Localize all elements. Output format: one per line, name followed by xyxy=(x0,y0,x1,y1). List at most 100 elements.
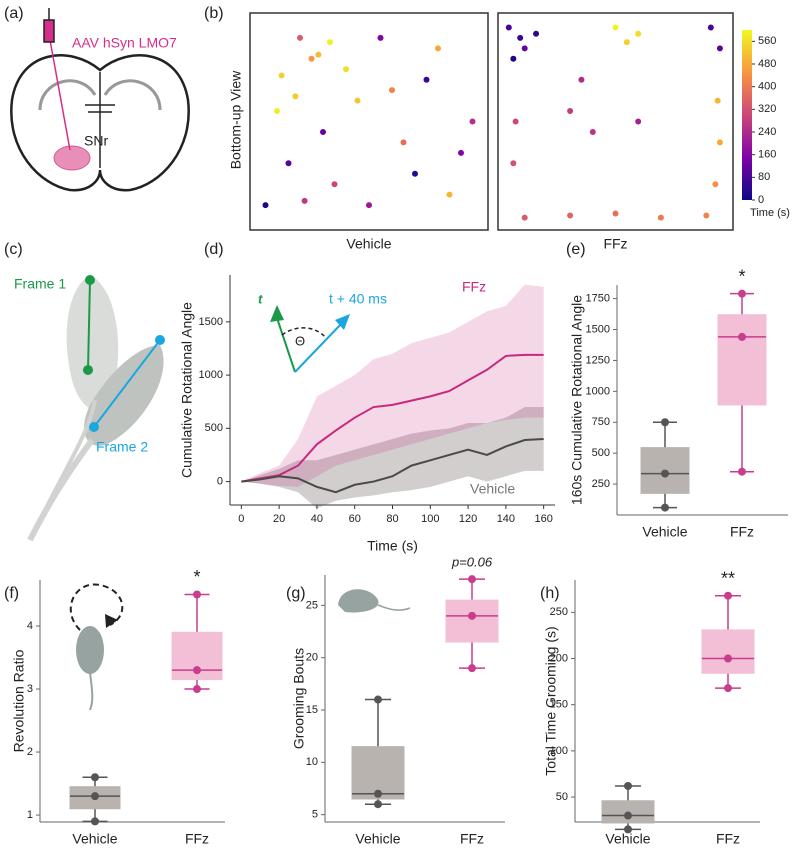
x-tick-label: 20 xyxy=(273,513,285,525)
trajectory-point xyxy=(366,202,372,209)
trajectory-point xyxy=(435,45,441,52)
y-axis-label: Grooming Bouts xyxy=(291,648,307,749)
mouse-icon xyxy=(338,589,411,613)
colorbar-tick-label: 320 xyxy=(758,103,776,115)
y-tick-label: 100 xyxy=(550,745,568,757)
x-tick-label: 40 xyxy=(311,513,323,525)
x-tick-label: Vehicle xyxy=(355,831,400,847)
trajectory-point xyxy=(326,39,333,46)
y-tick-label: 1500 xyxy=(199,316,223,328)
colorbar xyxy=(742,30,752,200)
y-tick-label: 1000 xyxy=(586,385,610,397)
trajectory-point xyxy=(512,118,519,125)
y-tick-label: 2 xyxy=(27,746,33,758)
x-tick-label: 60 xyxy=(349,513,361,525)
data-point xyxy=(468,575,476,584)
panel-title: Vehicle xyxy=(346,236,391,252)
y-tick-label: 20 xyxy=(306,652,318,664)
data-point xyxy=(468,664,476,673)
x-tick-label: 120 xyxy=(459,513,477,525)
trajectory-point xyxy=(274,108,280,115)
y-tick-label: 1500 xyxy=(586,323,610,335)
x-axis-label: Time (s) xyxy=(367,538,418,554)
frame-label: Frame 1 xyxy=(14,276,66,292)
x-tick-label: 0 xyxy=(238,513,244,525)
data-point xyxy=(738,332,746,341)
data-point xyxy=(624,825,632,834)
legend-label: Vehicle xyxy=(470,481,515,497)
confidence-band xyxy=(241,407,544,509)
significance: * xyxy=(193,567,200,587)
data-point xyxy=(193,590,201,599)
injection-label: AAV hSyn LMO7 xyxy=(72,35,177,51)
x-tick-label: Vehicle xyxy=(72,831,117,847)
x-tick-label: Vehicle xyxy=(642,524,687,540)
mean-line xyxy=(241,437,544,494)
panel-label: (g) xyxy=(286,585,306,602)
data-point xyxy=(374,800,382,809)
region-label: SNr xyxy=(84,133,108,149)
trajectory-point xyxy=(505,24,512,31)
data-point xyxy=(91,792,99,801)
trajectory-point xyxy=(703,212,710,219)
x-tick-label: 140 xyxy=(497,513,515,525)
data-point xyxy=(661,503,669,512)
trajectory-point xyxy=(446,191,453,198)
y-tick-label: 200 xyxy=(550,652,568,664)
mean-line xyxy=(241,353,544,483)
trajectory-point xyxy=(635,30,642,37)
x-tick-label: 100 xyxy=(421,513,439,525)
data-point xyxy=(661,469,669,478)
data-point xyxy=(374,789,382,798)
trajectory-point xyxy=(521,45,528,52)
trajectory-point xyxy=(578,76,585,83)
data-point xyxy=(724,591,732,600)
colorbar-tick-label: 80 xyxy=(758,171,770,183)
y-tick-label: 500 xyxy=(205,422,223,434)
trajectory-point xyxy=(292,93,299,100)
trajectory-point xyxy=(469,118,476,125)
data-point xyxy=(724,684,732,693)
inset-label: t + 40 ms xyxy=(329,291,387,307)
colorbar-label: Time (s) xyxy=(750,207,790,219)
colorbar-tick-label: 560 xyxy=(758,35,776,47)
data-point xyxy=(193,666,201,675)
trajectory-point xyxy=(567,108,574,115)
box xyxy=(445,599,499,643)
panel-label: (a) xyxy=(4,5,24,22)
inset-label: t xyxy=(258,291,263,306)
data-point xyxy=(738,467,746,476)
y-axis-label: Cumulative Rotational Angle xyxy=(179,302,195,478)
frame-label: Frame 2 xyxy=(96,439,148,455)
y-tick-label: 500 xyxy=(592,447,610,459)
y-axis-label: Bottom-up View xyxy=(228,70,244,169)
arena xyxy=(249,12,489,231)
y-tick-label: 1250 xyxy=(586,354,610,366)
trajectory-point xyxy=(510,160,517,167)
y-axis-label: Total Time Grooming (s) xyxy=(543,626,559,775)
data-point xyxy=(91,773,99,782)
trajectory-point xyxy=(423,76,430,83)
trajectory-point xyxy=(521,214,528,221)
data-point xyxy=(724,654,732,663)
colorbar-tick-label: 240 xyxy=(758,126,776,138)
trajectory-point xyxy=(315,51,322,58)
y-axis-label: Revolution Ratio xyxy=(11,649,27,752)
trajectory-point xyxy=(354,97,361,104)
y-tick-label: 15 xyxy=(306,704,318,716)
box xyxy=(717,314,767,406)
y-tick-label: 5 xyxy=(312,809,318,821)
data-point xyxy=(374,695,382,704)
legend-label: FFz xyxy=(462,279,486,295)
colorbar-tick-label: 0 xyxy=(758,194,764,206)
trajectory-point xyxy=(716,45,723,52)
rotation-icon xyxy=(69,583,124,711)
y-tick-label: 750 xyxy=(592,416,610,428)
y-tick-label: 150 xyxy=(550,699,568,711)
trajectory-point xyxy=(716,139,723,146)
x-tick-label: FFz xyxy=(460,831,484,847)
inset-label: Θ xyxy=(295,333,305,348)
trajectory-point xyxy=(712,181,719,188)
y-tick-label: 1 xyxy=(27,809,33,821)
